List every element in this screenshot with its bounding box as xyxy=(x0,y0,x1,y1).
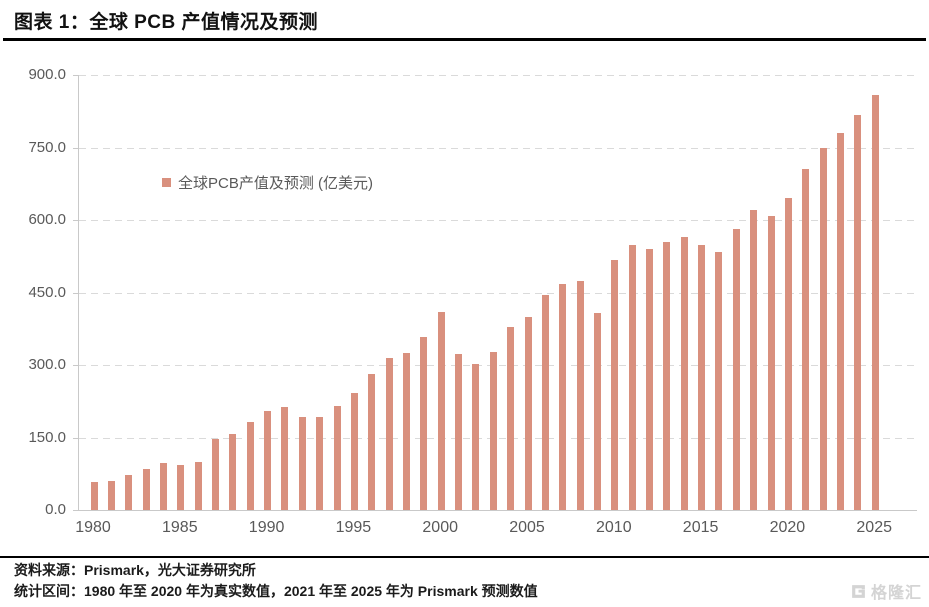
y-tick-mark-900 xyxy=(73,75,79,76)
y-tick-label-750: 750.0 xyxy=(28,138,66,156)
footer-divider xyxy=(0,556,929,558)
y-tick-label-900: 900.0 xyxy=(28,66,66,83)
gridline-750 xyxy=(79,147,917,149)
bar-2012 xyxy=(646,248,654,510)
bar-2013 xyxy=(663,241,671,510)
y-tick-label-150: 150.0 xyxy=(28,428,66,446)
x-tick-label-2005: 2005 xyxy=(509,519,545,536)
y-tick-label-450: 450.0 xyxy=(28,283,66,301)
y-tick-mark-300 xyxy=(73,365,79,366)
source-note: 资料来源：Prismark，光大证券研究所 xyxy=(14,562,256,578)
bar-1997 xyxy=(385,358,393,510)
bar-2003 xyxy=(489,351,497,510)
x-tick-label-1985: 1985 xyxy=(162,519,198,536)
bar-1982 xyxy=(125,475,133,510)
bar-2017 xyxy=(732,228,740,510)
bar-2009 xyxy=(593,312,601,510)
y-tick-mark-600 xyxy=(73,220,79,221)
x-tick-label-1990: 1990 xyxy=(248,519,285,536)
y-tick-mark-750 xyxy=(73,147,79,149)
bar-1994 xyxy=(333,406,341,510)
bar-2007 xyxy=(559,283,567,510)
bar-1991 xyxy=(281,406,289,510)
gelonghui-g-icon xyxy=(852,584,865,598)
gridline-600 xyxy=(79,220,917,221)
x-tick-label-1995: 1995 xyxy=(335,519,372,536)
bar-1989 xyxy=(246,421,254,510)
bar-2011 xyxy=(628,245,636,510)
bar-2008 xyxy=(576,281,584,510)
bar-2015 xyxy=(698,245,706,510)
x-tick-label-2015: 2015 xyxy=(682,519,719,536)
bar-1993 xyxy=(316,416,324,510)
bar-2005 xyxy=(524,316,532,510)
plot-area xyxy=(73,75,917,511)
bar-2024 xyxy=(854,115,862,510)
brand-watermark: 格隆汇 xyxy=(850,579,922,603)
bar-2019 xyxy=(767,215,775,510)
bar-1998 xyxy=(402,352,410,510)
bar-chart: 全球PCB产值及预测 (亿美元) 0.0 150.0 300.0 450.0 600.0… xyxy=(0,60,929,556)
brand-name: 格隆汇 xyxy=(870,585,922,602)
y-tick-mark-0 xyxy=(73,510,79,511)
gridline-300 xyxy=(79,365,917,366)
bar-1988 xyxy=(229,433,237,510)
bar-2025 xyxy=(871,94,879,510)
bar-1996 xyxy=(368,374,376,510)
legend-marker xyxy=(162,178,171,187)
figure-title: 图表 1：全球 PCB 产值情况及预测 xyxy=(14,12,319,33)
y-tick-label-600: 600.0 xyxy=(28,211,66,228)
y-tick-mark-150 xyxy=(73,437,79,439)
y-tick-label-0: 0.0 xyxy=(45,501,66,518)
bar-1984 xyxy=(159,463,167,510)
bar-2021 xyxy=(802,169,810,510)
bar-2020 xyxy=(784,197,792,510)
bar-2006 xyxy=(541,294,549,510)
x-tick-label-1980: 1980 xyxy=(75,519,111,536)
x-tick-label-2000: 2000 xyxy=(422,519,458,536)
gridline-900 xyxy=(79,75,917,76)
chart-legend: 全球PCB产值及预测 (亿美元) xyxy=(162,172,373,193)
x-tick-label-2025: 2025 xyxy=(856,519,892,536)
gridline-150 xyxy=(79,437,917,439)
title-divider xyxy=(3,38,926,41)
bar-2016 xyxy=(715,252,723,510)
bar-2000 xyxy=(437,311,445,510)
y-tick-mark-450 xyxy=(73,292,79,294)
bar-1981 xyxy=(107,481,115,510)
bar-1980 xyxy=(90,482,98,510)
bar-2001 xyxy=(455,353,463,510)
bar-2002 xyxy=(472,363,480,510)
x-tick-label-2020: 2020 xyxy=(769,519,806,536)
stat-range-note: 统计区间：1980 年至 2020 年为真实数值，2021 年至 2025 年为… xyxy=(14,583,538,599)
bar-2010 xyxy=(611,260,619,510)
bar-1999 xyxy=(420,337,428,510)
bar-2018 xyxy=(750,210,758,510)
gridline-450 xyxy=(79,292,917,294)
y-tick-label-300: 300.0 xyxy=(28,356,66,373)
bar-2022 xyxy=(819,147,827,510)
bar-2023 xyxy=(836,132,844,510)
bar-1987 xyxy=(212,438,220,510)
bar-1986 xyxy=(194,461,202,510)
bar-1992 xyxy=(298,416,306,510)
bar-2004 xyxy=(507,326,515,510)
bar-1983 xyxy=(142,468,150,510)
bar-2014 xyxy=(680,236,688,510)
bar-1990 xyxy=(264,410,272,510)
bar-1985 xyxy=(177,465,185,510)
bar-1995 xyxy=(350,392,358,510)
legend-label: 全球PCB产值及预测 (亿美元) xyxy=(178,175,374,192)
x-tick-label-2010: 2010 xyxy=(596,519,632,536)
